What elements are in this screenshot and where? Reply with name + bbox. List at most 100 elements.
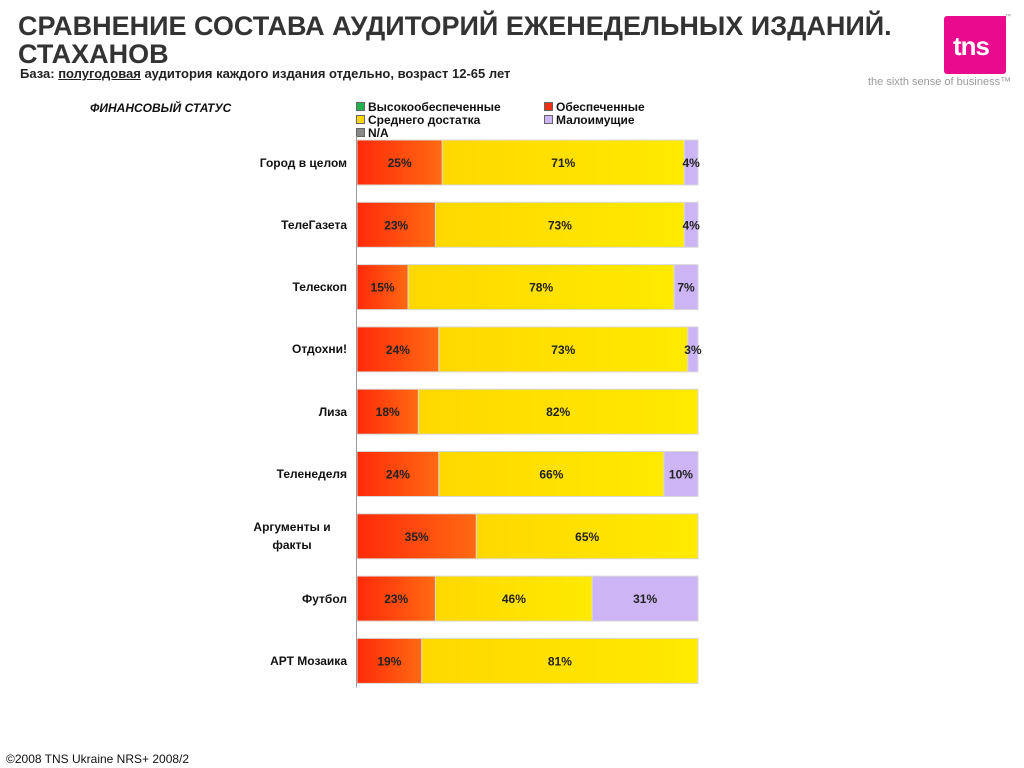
subtitle-suffix: аудитория каждого издания отдельно, возр… <box>140 66 511 81</box>
bar-segment-rect <box>683 139 699 186</box>
bar-segment-rect <box>687 326 699 373</box>
page-title: СРАВНЕНИЕ СОСТАВА АУДИТОРИЙ ЕЖЕНЕДЕЛЬНЫХ… <box>18 11 892 69</box>
bar-segment: 19% <box>356 637 423 684</box>
legend-swatch <box>544 115 553 124</box>
legend-item: Среднего достатка <box>356 113 480 127</box>
bar-data-label: 73% <box>548 218 572 232</box>
bar-data-label: 3% <box>684 343 702 357</box>
subtitle-underlined: полугодовая <box>58 66 141 81</box>
legend-label: Малоимущие <box>556 113 635 127</box>
bar-segment-rect <box>356 326 440 373</box>
bar-segment: 4% <box>683 201 701 248</box>
bar-segment-rect <box>683 201 699 248</box>
category-label: Отдохни! <box>292 342 347 357</box>
bar-data-label: 31% <box>633 592 657 606</box>
bar-segment: 24% <box>356 451 440 497</box>
category-label: Теленеделя <box>276 467 347 481</box>
bar-segment: 46% <box>434 575 593 622</box>
footer-copyright: ©2008 TNS Ukraine NRS+ 2008/2 <box>6 752 190 766</box>
bar-data-label: 18% <box>376 405 400 419</box>
bar-data-label: 10% <box>669 468 693 482</box>
bar-segment-rect <box>663 451 699 497</box>
bar-data-label: 24% <box>386 343 410 357</box>
legend-item: N/A <box>356 126 389 140</box>
bar-segment-rect <box>673 264 699 311</box>
bar-segment: 4% <box>683 139 701 186</box>
bar-segment: 65% <box>475 513 699 560</box>
bar-data-label: 23% <box>384 218 408 232</box>
bar-segment-rect <box>356 575 436 622</box>
bar-segment: 78% <box>407 264 675 311</box>
bar-segment: 31% <box>591 575 699 622</box>
category-label: Аргументы и факты <box>253 520 331 553</box>
bar-data-label: 23% <box>384 592 408 606</box>
category-label: Футбол <box>301 591 347 606</box>
chart-legend: Высокообеспеченные Обеспеченные Среднего д… <box>356 100 696 140</box>
legend-label: N/A <box>368 126 389 140</box>
legend-label: Обеспеченные <box>556 100 645 114</box>
bar-segment-rect <box>434 201 685 248</box>
bar-segment: 82% <box>417 388 699 435</box>
bar-segment-rect <box>421 637 699 684</box>
bar-segment: 23% <box>356 201 436 248</box>
bar-segment-rect <box>356 637 423 684</box>
bar-segment: 15% <box>356 264 409 311</box>
legend-swatch <box>356 102 365 111</box>
bar-segment: 24% <box>356 326 440 373</box>
legend-item: Малоимущие <box>544 113 635 127</box>
bar-segment-rect <box>475 513 699 560</box>
category-label: АРТ Мозаика <box>270 653 347 668</box>
bar-data-label: 71% <box>551 156 575 170</box>
bar-segment: 18% <box>356 388 419 435</box>
bar-segment: 66% <box>438 451 665 497</box>
bar-segment-rect <box>438 451 665 497</box>
bar-data-label: 7% <box>677 281 695 295</box>
legend-swatch <box>544 102 553 111</box>
logo-trademark: ™ <box>1005 14 1011 20</box>
bar-segment: 73% <box>438 326 689 373</box>
bar-segment-rect <box>417 388 699 435</box>
legend-swatch <box>356 115 365 124</box>
bar-segment-rect <box>356 451 440 497</box>
bar-segment: 3% <box>684 326 702 373</box>
bar-data-label: 19% <box>377 654 401 668</box>
bar-segment-rect <box>438 326 689 373</box>
bar-segment: 7% <box>673 264 699 311</box>
section-label: ФИНАНСОВЫЙ СТАТУС <box>90 101 232 115</box>
category-label: ТелеГазета <box>281 217 347 232</box>
bar-data-label: 81% <box>548 654 572 668</box>
bar-segment: 10% <box>663 451 699 497</box>
category-label: Лиза <box>318 404 347 419</box>
bar-data-label: 46% <box>502 592 526 606</box>
bar-segment: 25% <box>356 139 443 186</box>
category-label: Город в целом <box>259 155 347 170</box>
bar-segment: 71% <box>441 139 685 186</box>
bar-segment-rect <box>407 264 675 311</box>
legend-label: Среднего достатка <box>368 113 481 127</box>
legend-swatch <box>356 128 365 137</box>
bar-segment-rect <box>441 139 685 186</box>
legend-item: Высокообеспеченные <box>356 100 501 114</box>
logo-text: tns <box>953 31 990 61</box>
brand-tagline: the sixth sense of business™ <box>868 76 1012 88</box>
bar-data-label: 15% <box>371 281 395 295</box>
bar-segment: 73% <box>434 201 685 248</box>
bar-segment: 35% <box>356 513 477 560</box>
bar-data-label: 66% <box>539 468 563 482</box>
tns-logo <box>944 16 1006 74</box>
bar-segment-rect <box>591 575 699 622</box>
category-label: Телескоп <box>292 280 348 295</box>
bar-data-label: 35% <box>405 530 429 544</box>
bar-data-label: 4% <box>683 156 701 170</box>
legend-item: Обеспеченные <box>544 100 645 114</box>
bar-data-label: 25% <box>388 156 412 170</box>
bar-data-label: 73% <box>551 343 575 357</box>
bar-segment-rect <box>356 201 436 248</box>
bar-data-label: 78% <box>529 281 553 295</box>
bar-data-label: 24% <box>386 468 410 482</box>
bar-segment: 81% <box>421 637 699 684</box>
legend-label: Высокообеспеченные <box>368 100 501 114</box>
bar-data-label: 4% <box>683 218 701 232</box>
subtitle-prefix: База: <box>20 66 59 81</box>
